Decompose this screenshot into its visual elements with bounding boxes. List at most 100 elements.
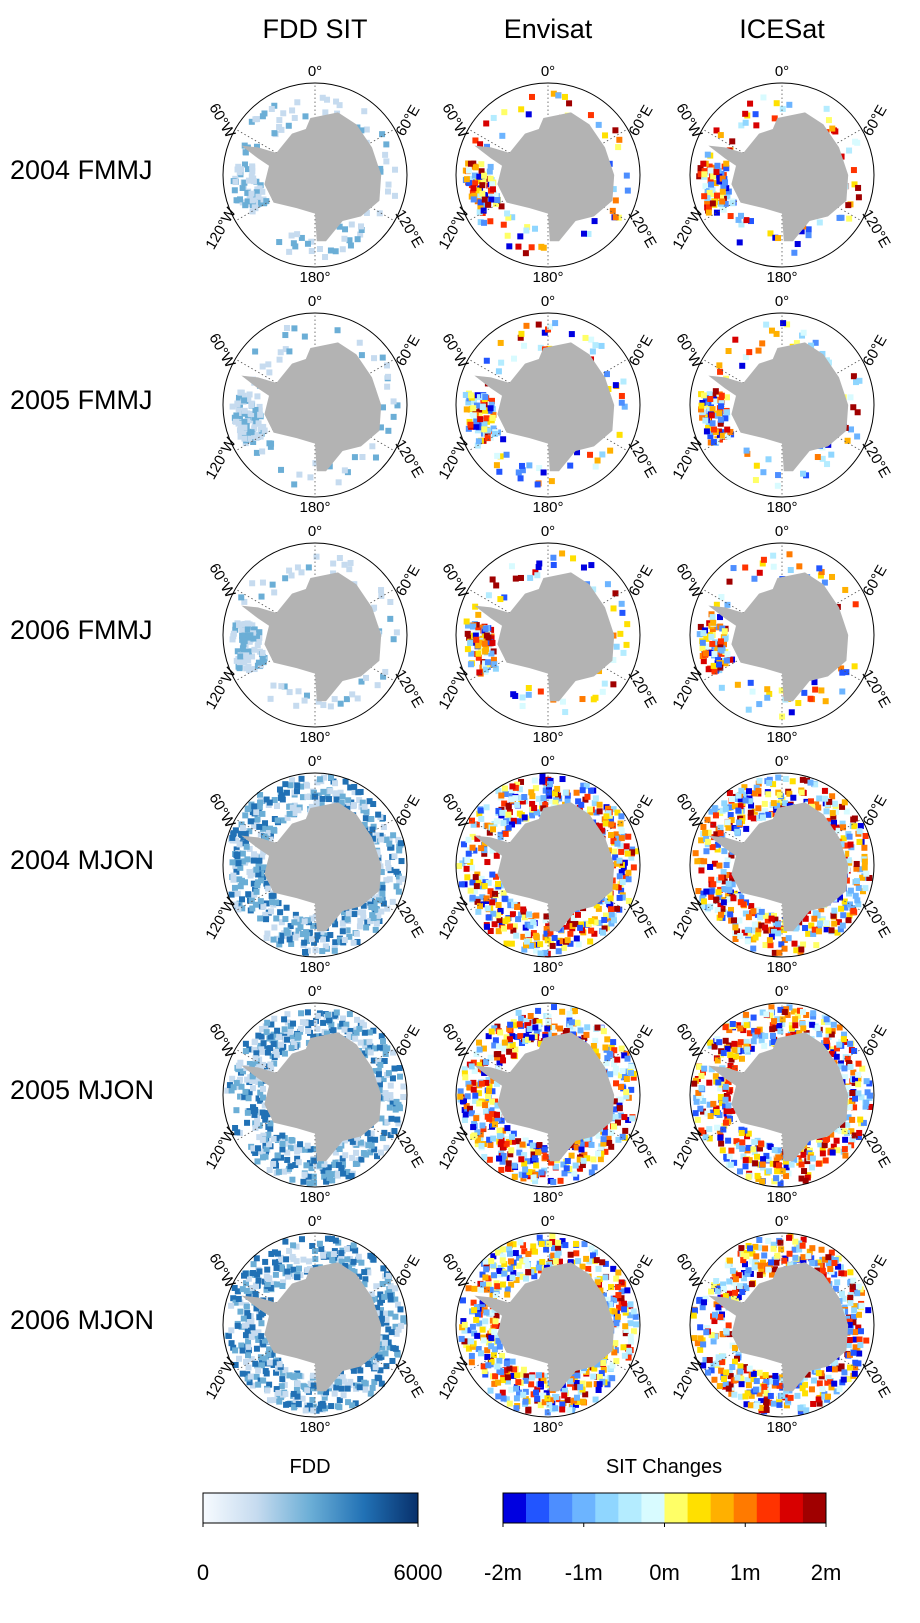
ice-pixel xyxy=(532,1024,538,1030)
ice-pixel xyxy=(738,1039,744,1045)
ice-pixel xyxy=(611,605,617,611)
ice-pixel xyxy=(743,1012,749,1018)
ice-pixel xyxy=(477,903,483,909)
ice-pixel xyxy=(354,931,360,937)
ice-pixel xyxy=(478,808,484,814)
ice-pixel xyxy=(274,1028,280,1034)
ice-pixel xyxy=(345,797,351,803)
ice-pixel xyxy=(698,1085,704,1091)
ice-pixel xyxy=(242,812,248,818)
ice-pixel xyxy=(624,621,630,627)
ice-pixel xyxy=(271,1136,277,1142)
ice-pixel xyxy=(383,158,389,164)
ice-pixel xyxy=(706,210,712,216)
ice-pixel xyxy=(592,218,598,224)
longitude-label: 120°W xyxy=(202,894,240,942)
ice-pixel xyxy=(775,930,781,936)
ice-pixel xyxy=(369,1143,375,1149)
ice-pixel xyxy=(388,1083,394,1089)
ice-pixel xyxy=(556,948,562,954)
ice-pixel xyxy=(458,1088,464,1094)
ice-pixel xyxy=(487,218,493,224)
ice-pixel xyxy=(287,782,293,788)
ice-pixel xyxy=(255,642,261,648)
ice-pixel xyxy=(236,622,242,628)
ice-pixel xyxy=(770,553,776,559)
ice-pixel xyxy=(611,849,617,855)
ice-pixel xyxy=(237,665,243,671)
ice-pixel xyxy=(313,947,319,953)
ice-pixel xyxy=(237,653,243,659)
ice-pixel xyxy=(488,405,494,411)
ice-pixel xyxy=(537,941,543,947)
ice-pixel xyxy=(849,1117,855,1123)
ice-pixel xyxy=(625,1056,631,1062)
ice-pixel xyxy=(515,244,521,250)
ice-pixel xyxy=(755,805,761,811)
ice-pixel xyxy=(347,1011,353,1017)
ice-pixel xyxy=(533,1162,539,1168)
ice-pixel xyxy=(721,886,727,892)
ice-pixel xyxy=(267,1120,273,1126)
longitude-label: 60°E xyxy=(626,102,657,139)
ice-pixel xyxy=(761,557,767,563)
ice-pixel xyxy=(238,166,244,172)
longitude-label: 120°W xyxy=(202,664,240,712)
ice-pixel xyxy=(384,362,390,368)
ice-pixel xyxy=(716,889,722,895)
ice-pixel xyxy=(357,340,363,346)
ice-pixel xyxy=(709,412,715,418)
ice-pixel xyxy=(320,95,326,101)
ice-pixel xyxy=(513,576,519,582)
ice-pixel xyxy=(732,924,738,930)
ice-pixel xyxy=(811,916,817,922)
ice-pixel xyxy=(820,1150,826,1156)
ice-pixel xyxy=(546,789,552,795)
ice-pixel xyxy=(302,698,308,704)
ice-pixel xyxy=(260,650,266,656)
ice-pixel xyxy=(522,814,528,820)
ice-pixel xyxy=(744,448,750,454)
ice-pixel xyxy=(724,394,730,400)
ice-pixel xyxy=(296,472,302,478)
ice-pixel xyxy=(719,198,725,204)
ice-pixel xyxy=(267,1061,273,1067)
ice-pixel xyxy=(617,873,623,879)
ice-pixel xyxy=(851,167,857,173)
ice-pixel xyxy=(539,1169,545,1175)
ice-pixel xyxy=(490,415,496,421)
ice-pixel xyxy=(471,1087,477,1093)
polar-map: 0°60°E120°E180°120°W60°W xyxy=(669,63,893,286)
ice-pixel xyxy=(574,935,580,941)
ice-pixel xyxy=(328,703,334,709)
ice-pixel xyxy=(262,1259,268,1265)
ice-pixel xyxy=(783,776,789,782)
ice-pixel xyxy=(278,467,284,473)
ice-pixel xyxy=(476,1040,482,1046)
ice-pixel xyxy=(463,1112,469,1118)
ice-pixel xyxy=(764,686,770,692)
ice-pixel xyxy=(788,567,794,573)
ice-pixel xyxy=(288,1163,294,1169)
ice-pixel xyxy=(740,901,746,907)
ice-pixel xyxy=(299,776,305,782)
ice-pixel xyxy=(341,1027,347,1033)
polar-map: 0°60°E120°E180°120°W60°W xyxy=(202,1213,426,1436)
longitude-label: 0° xyxy=(308,983,322,1000)
ice-pixel xyxy=(526,692,532,698)
ice-pixel xyxy=(358,223,364,229)
longitude-label: 180° xyxy=(299,269,330,286)
ice-pixel xyxy=(517,1021,523,1027)
longitude-label: 0° xyxy=(541,63,555,80)
ice-pixel xyxy=(290,1256,296,1262)
ice-pixel xyxy=(529,94,535,100)
ice-pixel xyxy=(477,416,483,422)
ice-pixel xyxy=(500,1057,506,1063)
ice-pixel xyxy=(759,1178,765,1184)
ice-pixel xyxy=(723,806,729,812)
ice-pixel xyxy=(541,469,547,475)
ice-pixel xyxy=(472,1093,478,1099)
ice-pixel xyxy=(536,560,542,566)
ice-pixel xyxy=(845,438,851,444)
ice-pixel xyxy=(731,1041,737,1047)
